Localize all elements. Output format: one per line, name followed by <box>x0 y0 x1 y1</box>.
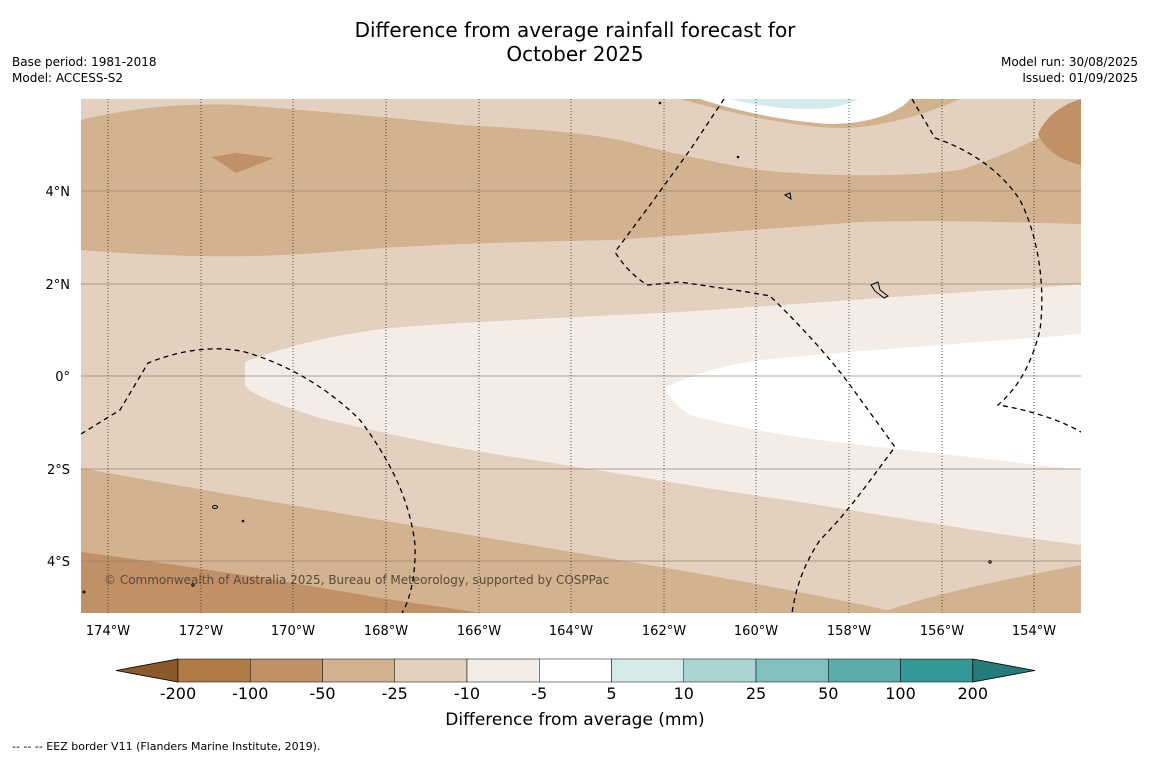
map-title-line1: Difference from average rainfall forecas… <box>354 18 796 42</box>
colorbar: -200 -100 -50 -25 -10 -5 5 10 25 50 100 200 <box>115 658 1036 703</box>
band-minus100-spot <box>212 153 274 173</box>
colorbar-segment <box>466 658 540 683</box>
lat-label-2s: 2°S <box>47 463 70 478</box>
lon-label-160w: 160°W <box>734 624 778 639</box>
colorbar-tick-label: 10 <box>674 684 694 703</box>
lon-label-166w: 166°W <box>457 624 501 639</box>
lat-tick-labels: 4°N 2°N 0° 2°S 4°S <box>46 185 71 570</box>
islands <box>82 101 992 594</box>
colorbar-extend-high <box>972 658 1036 683</box>
colorbar-tick-label: 50 <box>818 684 838 703</box>
lon-label-172w: 172°W <box>179 624 223 639</box>
colorbar-segment <box>177 658 251 683</box>
colorbar-tick-label: 25 <box>746 684 766 703</box>
lat-label-4s: 4°S <box>47 555 70 570</box>
copyright-text: © Commonwealth of Australia 2025, Bureau… <box>104 573 609 587</box>
colorbar-extend-low <box>115 658 179 683</box>
lat-label-2n: 2°N <box>46 278 71 293</box>
colorbar-tick-label: -5 <box>531 684 547 703</box>
map-title: Difference from average rainfall forecas… <box>0 18 1150 66</box>
colorbar-segment <box>900 658 973 683</box>
colorbar-tick-label: 200 <box>957 684 988 703</box>
colorbar-segment <box>250 658 323 683</box>
lon-label-174w: 174°W <box>86 624 130 639</box>
colorbar-tick-label: -10 <box>454 684 480 703</box>
lon-label-156w: 156°W <box>920 624 964 639</box>
colorbar-tick-label: -25 <box>382 684 408 703</box>
colorbar-segment <box>322 658 395 683</box>
map-area <box>81 99 1081 613</box>
lon-label-164w: 164°W <box>549 624 593 639</box>
model-run: Model run: 30/08/2025 <box>1000 55 1138 69</box>
band-minus5 <box>665 334 1081 470</box>
colorbar-segment <box>683 658 757 683</box>
colorbar-tick-label: -200 <box>160 684 196 703</box>
grid-lines <box>81 190 1081 562</box>
band-plus5-top <box>730 99 858 109</box>
colorbar-tick-label: -50 <box>309 684 335 703</box>
lon-label-170w: 170°W <box>271 624 315 639</box>
eez-borders <box>81 99 1081 613</box>
lon-label-158w: 158°W <box>827 624 871 639</box>
base-period: Base period: 1981-2018 <box>12 55 157 69</box>
band-minus10 <box>245 284 1081 545</box>
band-minus100-south <box>81 552 480 613</box>
colorbar-segment <box>539 658 612 683</box>
meta-right: Model run: 30/08/2025 Issued: 01/09/2025 <box>1001 54 1138 86</box>
colorbar-tick-label: 5 <box>606 684 616 703</box>
colorbar-title: Difference from average (mm) <box>445 710 705 730</box>
colorbar-tick-label: 100 <box>885 684 916 703</box>
colorbar-tick-label: -100 <box>232 684 268 703</box>
band-minus100-ne <box>1038 99 1081 165</box>
issued-date: Issued: 01/09/2025 <box>1022 71 1138 85</box>
lon-label-154w: 154°W <box>1012 624 1056 639</box>
meta-left: Base period: 1981-2018 Model: ACCESS-S2 <box>12 54 157 86</box>
lon-tick-labels: 174°W 172°W 170°W 168°W 166°W 164°W 162°… <box>86 624 1056 639</box>
band-minus5-top <box>700 99 910 124</box>
eez-footer-note: -- -- -- EEZ border V11 (Flanders Marine… <box>12 740 321 753</box>
map-title-line2: October 2025 <box>506 42 644 66</box>
colorbar-segment <box>755 658 829 683</box>
lon-label-168w: 168°W <box>364 624 408 639</box>
lat-label-4n: 4°N <box>46 185 71 200</box>
band-minus50-south <box>81 468 900 613</box>
colorbar-segment <box>611 658 684 683</box>
colorbar-segment <box>394 658 468 683</box>
model-name: Model: ACCESS-S2 <box>12 71 124 85</box>
band-minus25-top <box>81 99 1081 176</box>
lat-label-0: 0° <box>55 370 70 385</box>
colorbar-segment <box>828 658 901 683</box>
lon-label-162w: 162°W <box>642 624 686 639</box>
